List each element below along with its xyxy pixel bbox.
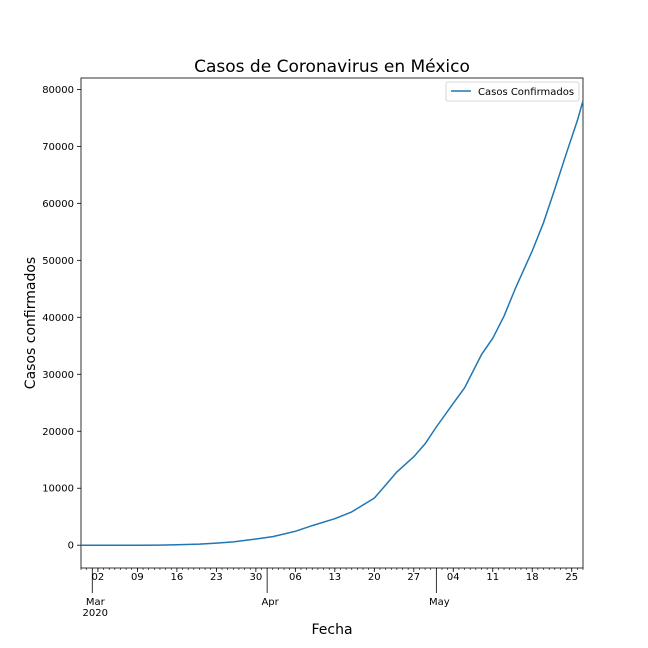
series-line — [81, 100, 584, 546]
x-tick-label: 25 — [565, 572, 578, 583]
legend-label: Casos Confirmados — [478, 87, 574, 98]
y-tick-label: 10000 — [42, 484, 74, 495]
x-tick-label: 06 — [289, 572, 302, 583]
chart-title: Casos de Coronavirus en México — [194, 57, 470, 77]
y-tick-label: 0 — [68, 541, 74, 552]
x-tick-label: 04 — [447, 572, 460, 583]
y-tick-label: 80000 — [42, 85, 74, 96]
x-axis-label: Fecha — [311, 622, 352, 638]
x-year-label: 2020 — [83, 608, 108, 619]
legend-box — [445, 81, 580, 102]
x-major-tick-label: Apr — [261, 597, 279, 608]
y-axis-label: Casos confirmados — [23, 257, 39, 389]
plot-area — [80, 77, 584, 569]
legend: Casos Confirmados — [445, 81, 580, 102]
y-tick-label: 50000 — [42, 256, 74, 267]
y-tick-label: 20000 — [42, 427, 74, 438]
series-layer — [81, 100, 584, 546]
x-tick-label: 20 — [368, 572, 381, 583]
x-tick-label: 18 — [526, 572, 539, 583]
y-tick-label: 30000 — [42, 370, 74, 381]
y-tick-label: 60000 — [42, 199, 74, 210]
x-major-tick-label: Mar — [86, 597, 106, 608]
y-axis: 0 10000 20000 30000 40000 50000 60000 70000 8000… — [42, 85, 81, 552]
y-tick-label: 40000 — [42, 313, 74, 324]
x-tick-label: 23 — [210, 572, 223, 583]
x-tick-label: 16 — [171, 572, 184, 583]
x-tick-label: 09 — [131, 572, 144, 583]
x-major-tick-label: May — [429, 597, 450, 608]
x-tick-label: 30 — [249, 572, 262, 583]
x-tick-label: 02 — [92, 572, 105, 583]
y-tick-label: 70000 — [42, 142, 74, 153]
x-tick-label: 11 — [486, 572, 499, 583]
x-tick-label: 27 — [407, 572, 420, 583]
x-tick-label: 13 — [328, 572, 341, 583]
